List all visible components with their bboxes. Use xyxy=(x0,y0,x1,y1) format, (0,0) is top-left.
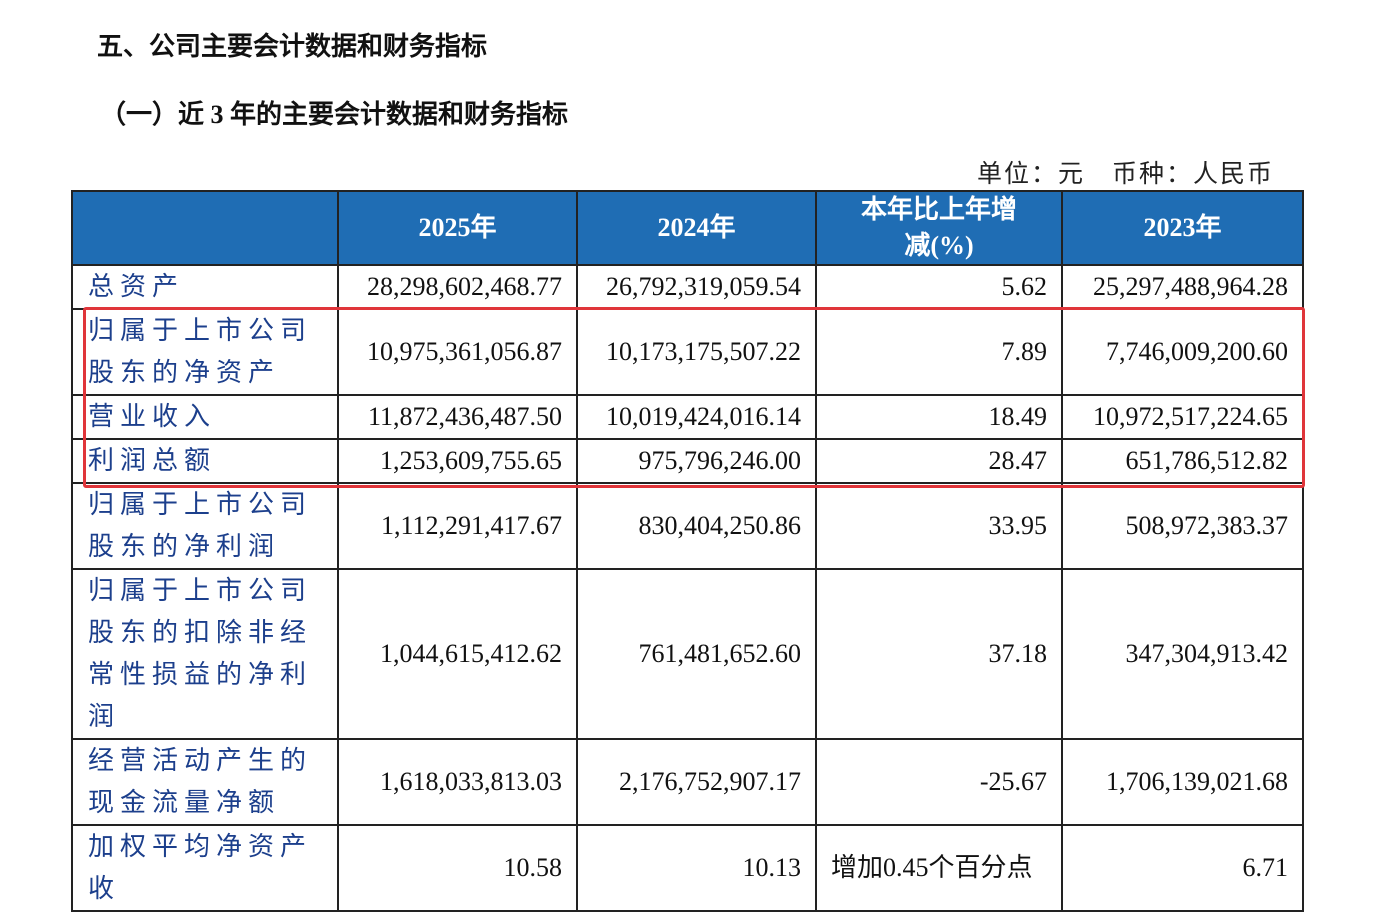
table-row: 营业收入 11,872,436,487.50 10,019,424,016.14 18… xyxy=(71,394,1304,440)
value-cell: 25,297,488,964.28 xyxy=(1061,264,1304,310)
value-cell: 2,176,752,907.17 xyxy=(576,738,817,826)
value-cell: 651,786,512.82 xyxy=(1061,438,1304,484)
value-cell: 508,972,383.37 xyxy=(1061,482,1304,570)
title: 五、公司主要会计数据和财务指标 xyxy=(97,32,488,61)
table-row: 归属于上市公司股东的净资产 10,975,361,056.87 10,173,175… xyxy=(71,308,1304,396)
value-cell: 7.89 xyxy=(815,308,1063,396)
value-cell: 7,746,009,200.60 xyxy=(1061,308,1304,396)
table-row: 经营活动产生的现金流量净额 1,618,033,813.03 2,176,752,9… xyxy=(71,738,1304,826)
value-cell: 37.18 xyxy=(815,568,1063,740)
row-label: 归属于上市公司股东的净资产 xyxy=(71,308,339,396)
value-cell: 10.13 xyxy=(576,824,817,912)
value-cell: 1,618,033,813.03 xyxy=(337,738,578,826)
value-cell: 18.49 xyxy=(815,394,1063,440)
table-row: 加权平均净资产收 10.58 10.13 增加0.45个百分点 6.71 xyxy=(71,824,1304,912)
value-cell: 10,972,517,224.65 xyxy=(1061,394,1304,440)
value-cell: 975,796,246.00 xyxy=(576,438,817,484)
value-cell: 6.71 xyxy=(1061,824,1304,912)
row-label: 加权平均净资产收 xyxy=(71,824,339,912)
header-cell: 2025年 xyxy=(337,190,578,266)
table-row: 总资产 28,298,602,468.77 26,792,319,059.54 5.6… xyxy=(71,264,1304,310)
value-cell: 33.95 xyxy=(815,482,1063,570)
value-cell: 10,975,361,056.87 xyxy=(337,308,578,396)
row-label: 归属于上市公司股东的扣除非经常性损益的净利润 xyxy=(71,568,339,740)
row-label: 利润总额 xyxy=(71,438,339,484)
value-cell: 28.47 xyxy=(815,438,1063,484)
header-cell: 本年比上年增减(%) xyxy=(815,190,1063,266)
value-cell: 347,304,913.42 xyxy=(1061,568,1304,740)
value-cell: 1,112,291,417.67 xyxy=(337,482,578,570)
header-cell: 2023年 xyxy=(1061,190,1304,266)
highlight-box xyxy=(83,307,1305,488)
financial-table: 2025年 2024年 本年比上年增减(%) 2023年 总资产 28,298,602,… xyxy=(71,190,1304,912)
header-row: 2025年 2024年 本年比上年增减(%) 2023年 xyxy=(71,190,1304,266)
value-cell: 1,706,139,021.68 xyxy=(1061,738,1304,826)
unit-note: 单位：元 币种：人民币 xyxy=(976,161,1274,188)
value-cell: 11,872,436,487.50 xyxy=(337,394,578,440)
value-cell: 1,253,609,755.65 xyxy=(337,438,578,484)
value-cell: 1,044,615,412.62 xyxy=(337,568,578,740)
value-cell: 28,298,602,468.77 xyxy=(337,264,578,310)
row-label: 归属于上市公司股东的净利润 xyxy=(71,482,339,570)
page: 五、公司主要会计数据和财务指标 （一）近 3 年的主要会计数据和财务指标 单位：… xyxy=(71,32,1305,912)
subtitle: （一）近 3 年的主要会计数据和财务指标 xyxy=(100,100,569,129)
value-cell: 26,792,319,059.54 xyxy=(576,264,817,310)
table-row: 归属于上市公司股东的扣除非经常性损益的净利润 1,044,615,412.62 76… xyxy=(71,568,1304,740)
row-label: 经营活动产生的现金流量净额 xyxy=(71,738,339,826)
value-cell: -25.67 xyxy=(815,738,1063,826)
value-cell: 830,404,250.86 xyxy=(576,482,817,570)
value-cell: 10.58 xyxy=(337,824,578,912)
table-row: 归属于上市公司股东的净利润 1,112,291,417.67 830,404,250… xyxy=(71,482,1304,570)
value-cell: 10,019,424,016.14 xyxy=(576,394,817,440)
value-cell: 5.62 xyxy=(815,264,1063,310)
table-row: 利润总额 1,253,609,755.65 975,796,246.00 28.47 6… xyxy=(71,438,1304,484)
value-cell: 761,481,652.60 xyxy=(576,568,817,740)
header-cell xyxy=(71,190,339,266)
header-cell: 2024年 xyxy=(576,190,817,266)
row-label: 营业收入 xyxy=(71,394,339,440)
value-cell: 10,173,175,507.22 xyxy=(576,308,817,396)
row-label: 总资产 xyxy=(71,264,339,310)
value-cell: 增加0.45个百分点 xyxy=(815,824,1063,912)
